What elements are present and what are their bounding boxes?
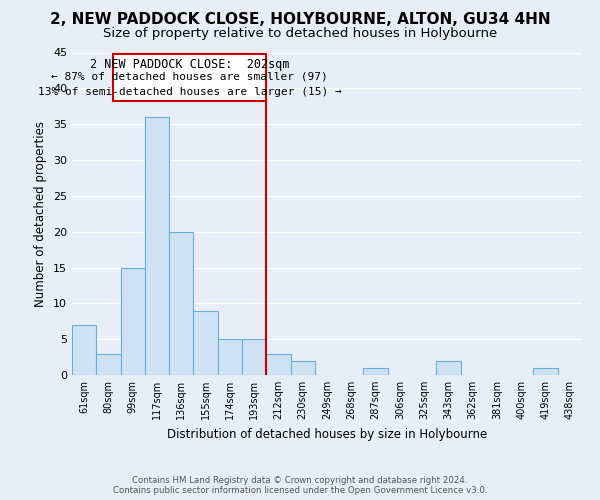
Bar [290, 360, 315, 375]
Bar [266, 354, 290, 375]
Bar [242, 339, 266, 375]
Text: Contains HM Land Registry data © Crown copyright and database right 2024.
Contai: Contains HM Land Registry data © Crown c… [113, 476, 487, 495]
Text: ← 87% of detached houses are smaller (97): ← 87% of detached houses are smaller (97… [52, 72, 328, 82]
Bar [169, 232, 193, 375]
Y-axis label: Number of detached properties: Number of detached properties [34, 120, 47, 306]
Text: 2, NEW PADDOCK CLOSE, HOLYBOURNE, ALTON, GU34 4HN: 2, NEW PADDOCK CLOSE, HOLYBOURNE, ALTON,… [50, 12, 550, 28]
X-axis label: Distribution of detached houses by size in Holybourne: Distribution of detached houses by size … [167, 428, 487, 440]
Bar [193, 310, 218, 375]
Bar [436, 360, 461, 375]
Text: Size of property relative to detached houses in Holybourne: Size of property relative to detached ho… [103, 28, 497, 40]
Bar [218, 339, 242, 375]
Bar [96, 354, 121, 375]
Bar [72, 325, 96, 375]
Bar [533, 368, 558, 375]
Bar [121, 268, 145, 375]
Text: 13% of semi-detached houses are larger (15) →: 13% of semi-detached houses are larger (… [38, 87, 341, 97]
Bar [145, 117, 169, 375]
FancyBboxPatch shape [113, 54, 266, 101]
Bar [364, 368, 388, 375]
Text: 2 NEW PADDOCK CLOSE:  202sqm: 2 NEW PADDOCK CLOSE: 202sqm [90, 58, 290, 70]
